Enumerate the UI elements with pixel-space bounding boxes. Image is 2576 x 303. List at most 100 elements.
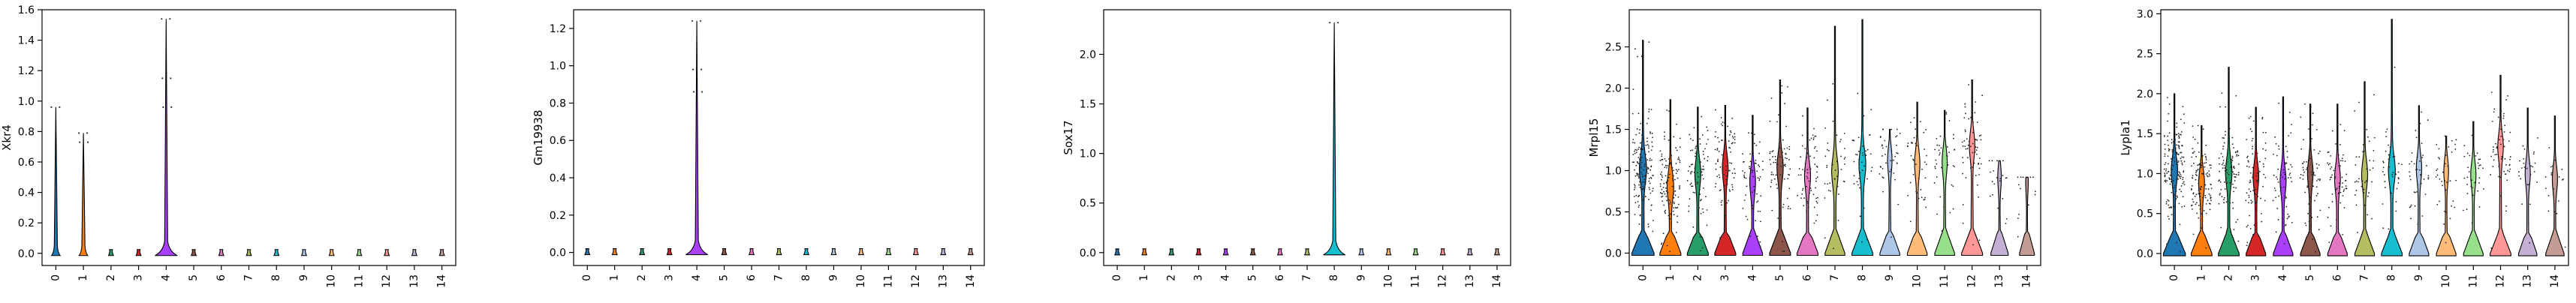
cell-point xyxy=(1634,150,1635,152)
cell-point xyxy=(1677,170,1679,172)
cell-point xyxy=(1784,165,1786,167)
cell-point xyxy=(2498,165,2500,167)
cell-point xyxy=(1952,208,1954,210)
cell-point xyxy=(2234,152,2237,154)
x-tick-label: 5 xyxy=(1774,274,1786,281)
cell-point xyxy=(1968,140,1970,142)
cell-point xyxy=(2005,218,2008,220)
cell-point xyxy=(2519,160,2520,162)
cell-point xyxy=(1720,123,1722,125)
cell-point xyxy=(2225,177,2228,179)
cell-point xyxy=(2181,156,2183,158)
cell-point xyxy=(2263,166,2265,168)
cell-point xyxy=(2341,176,2343,178)
cell-point xyxy=(2264,131,2267,134)
cell-point xyxy=(2208,173,2210,176)
x-tick-label: 3 xyxy=(2250,274,2262,281)
cell-point xyxy=(2401,164,2403,166)
cell-point xyxy=(1759,210,1761,212)
cell-point xyxy=(2469,154,2471,157)
cell-point xyxy=(1978,196,1979,198)
x-tick-label: 2 xyxy=(636,274,648,281)
cell-point xyxy=(2257,196,2259,198)
cell-point xyxy=(1637,176,1640,177)
cell-point xyxy=(1866,238,1868,241)
cell-point xyxy=(1652,230,1654,232)
cell-point xyxy=(2371,218,2373,220)
cell-point xyxy=(2304,191,2306,194)
cell-point xyxy=(1719,176,1721,178)
cell-point xyxy=(2397,171,2400,173)
cell-point xyxy=(1676,149,1678,152)
cell-point xyxy=(1952,185,1954,188)
cell-point xyxy=(2338,182,2340,184)
cell-point xyxy=(2448,146,2450,148)
cell-point xyxy=(1771,209,1773,212)
cell-point xyxy=(2341,158,2343,160)
cell-point xyxy=(2411,152,2413,154)
cell-point xyxy=(1701,134,1704,136)
cell-point xyxy=(2224,181,2225,183)
cell-point xyxy=(2198,190,2200,191)
cell-point xyxy=(2220,152,2222,154)
cell-point xyxy=(1896,144,1897,146)
cell-point xyxy=(2183,181,2185,183)
violin-14 xyxy=(967,248,974,256)
cell-point xyxy=(2222,146,2225,148)
cell-point xyxy=(1673,193,1675,195)
cell-point xyxy=(1885,146,1888,148)
cell-point xyxy=(1884,140,1886,142)
cell-point xyxy=(1647,143,1649,146)
cell-point xyxy=(2219,106,2221,108)
violin-3 xyxy=(1714,105,1737,256)
cell-point xyxy=(1632,88,1634,91)
cell-point xyxy=(2209,208,2211,211)
cell-point xyxy=(1975,149,1978,152)
x-tick-label: 13 xyxy=(2522,274,2534,288)
cell-point xyxy=(1640,183,1642,185)
cell-point xyxy=(1896,128,1898,130)
cell-point xyxy=(1707,139,1709,140)
y-tick-label: 1.0 xyxy=(1080,148,1096,160)
cell-point xyxy=(1801,193,1803,195)
cell-point xyxy=(1634,142,1636,144)
cell-point xyxy=(2195,175,2198,176)
cell-point xyxy=(2493,108,2496,110)
cell-point xyxy=(1686,179,1689,182)
cell-point xyxy=(1776,121,1778,123)
y-tick-label: 0.8 xyxy=(550,98,566,110)
x-tick-label: 8 xyxy=(270,274,282,281)
cell-point xyxy=(2299,177,2301,179)
cell-point xyxy=(1668,176,1670,178)
cell-point xyxy=(2198,163,2201,165)
cell-point xyxy=(1668,139,1670,141)
cell-point xyxy=(1666,110,1668,111)
cell-point xyxy=(2029,176,2032,178)
violin-6 xyxy=(2327,104,2348,256)
cell-point xyxy=(2205,212,2207,214)
x-tick-label: 1 xyxy=(77,274,89,281)
cell-point xyxy=(2035,190,2036,193)
cell-point xyxy=(2027,204,2029,206)
cell-point xyxy=(2247,160,2249,162)
cell-point xyxy=(2355,164,2357,166)
cell-point xyxy=(1970,116,1972,118)
cell-point xyxy=(1647,168,1650,170)
cell-point xyxy=(1807,202,1809,205)
cell-point xyxy=(1692,185,1694,188)
cell-point xyxy=(2249,190,2252,193)
cell-point xyxy=(1652,146,1653,148)
cell-point xyxy=(1673,202,1675,205)
cell-point xyxy=(2221,92,2223,94)
cell-point xyxy=(1698,207,1701,209)
cell-point xyxy=(2199,188,2201,189)
cell-point xyxy=(2246,165,2248,167)
cell-point xyxy=(2547,194,2550,196)
violin-1 xyxy=(2190,124,2213,256)
cell-point xyxy=(2191,208,2193,210)
cell-point xyxy=(1645,144,1647,146)
cell-point xyxy=(1689,166,1691,168)
cell-point xyxy=(1808,180,1810,182)
x-tick-label: 11 xyxy=(1939,274,1951,288)
cell-point xyxy=(1677,196,1680,198)
